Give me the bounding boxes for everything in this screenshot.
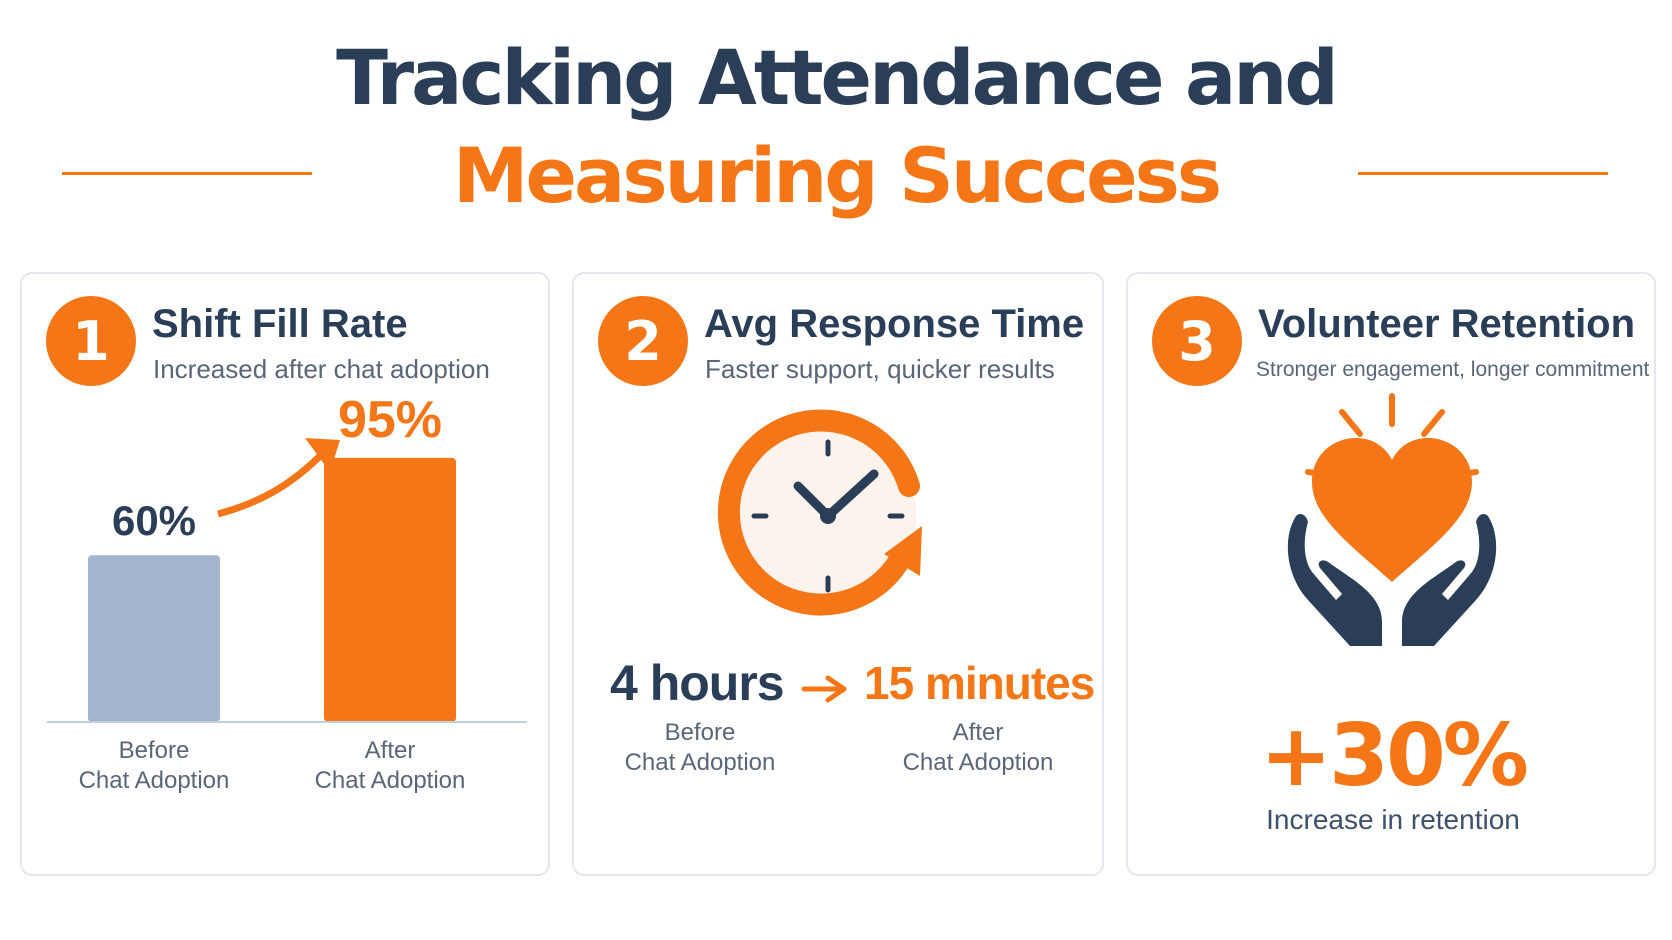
arrow-right-icon xyxy=(801,675,847,703)
title-rule-left xyxy=(62,172,312,175)
before-label-line2: Chat Adoption xyxy=(624,749,776,776)
bar-value-label-before: 60% xyxy=(111,497,197,545)
category-label-before-line1: Before xyxy=(118,737,190,764)
number-badge-2: 2 xyxy=(598,296,688,386)
number-badge-1: 1 xyxy=(46,296,136,386)
page-title: Tracking Attendance and Measuring Succes… xyxy=(0,40,1672,214)
bar-before xyxy=(88,555,220,722)
retention-value: +30% xyxy=(1260,706,1529,806)
number-badge-3: 3 xyxy=(1152,296,1242,386)
bar-value-label-after: 95% xyxy=(337,390,443,449)
shift-fill-rate-card: 1 Shift Fill Rate Increased after chat a… xyxy=(20,272,550,876)
card-title: Avg Response Time xyxy=(704,302,1085,346)
before-label: Before Chat Adoption xyxy=(590,718,810,778)
after-label-line1: After xyxy=(952,719,1004,746)
chart-svg xyxy=(47,438,527,723)
category-label-before: Before Chat Adoption xyxy=(54,736,254,796)
increase-arrow xyxy=(217,451,325,518)
before-value: 4 hours xyxy=(610,655,785,711)
card-subtitle: Stronger engagement, longer commitment xyxy=(1256,358,1650,381)
before-label-line1: Before xyxy=(664,719,736,746)
shift-fill-chart: 60% 95% Before Chat Adoption After Chat … xyxy=(22,274,552,878)
card-title: Volunteer Retention xyxy=(1258,302,1636,346)
card-subtitle: Faster support, quicker results xyxy=(705,354,1055,384)
title-line-1: Tracking Attendance and xyxy=(336,33,1339,122)
after-label: After Chat Adoption xyxy=(868,718,1088,778)
after-value: 15 minutes xyxy=(864,657,1095,709)
increase-arrow-head xyxy=(305,438,340,472)
category-label-before-line2: Chat Adoption xyxy=(78,767,230,794)
after-label-line2: Chat Adoption xyxy=(902,749,1054,776)
heart-hands-icon xyxy=(1287,393,1497,646)
title-rule-right xyxy=(1358,172,1608,175)
title-line-2: Measuring Success xyxy=(452,131,1222,220)
category-label-after-line1: After xyxy=(364,737,416,764)
bar-after xyxy=(324,457,456,722)
volunteer-retention-card: 3 Volunteer Retention Stronger engagemen… xyxy=(1126,272,1656,876)
card-title: Shift Fill Rate xyxy=(152,302,408,346)
retention-label: Increase in retention xyxy=(1266,804,1520,835)
category-label-after: After Chat Adoption xyxy=(290,736,490,796)
avg-response-time-card: 2 Avg Response Time Faster support, quic… xyxy=(572,272,1104,876)
clock-icon xyxy=(717,409,922,616)
card-subtitle: Increased after chat adoption xyxy=(153,354,490,384)
category-label-after-line2: Chat Adoption xyxy=(314,767,466,794)
